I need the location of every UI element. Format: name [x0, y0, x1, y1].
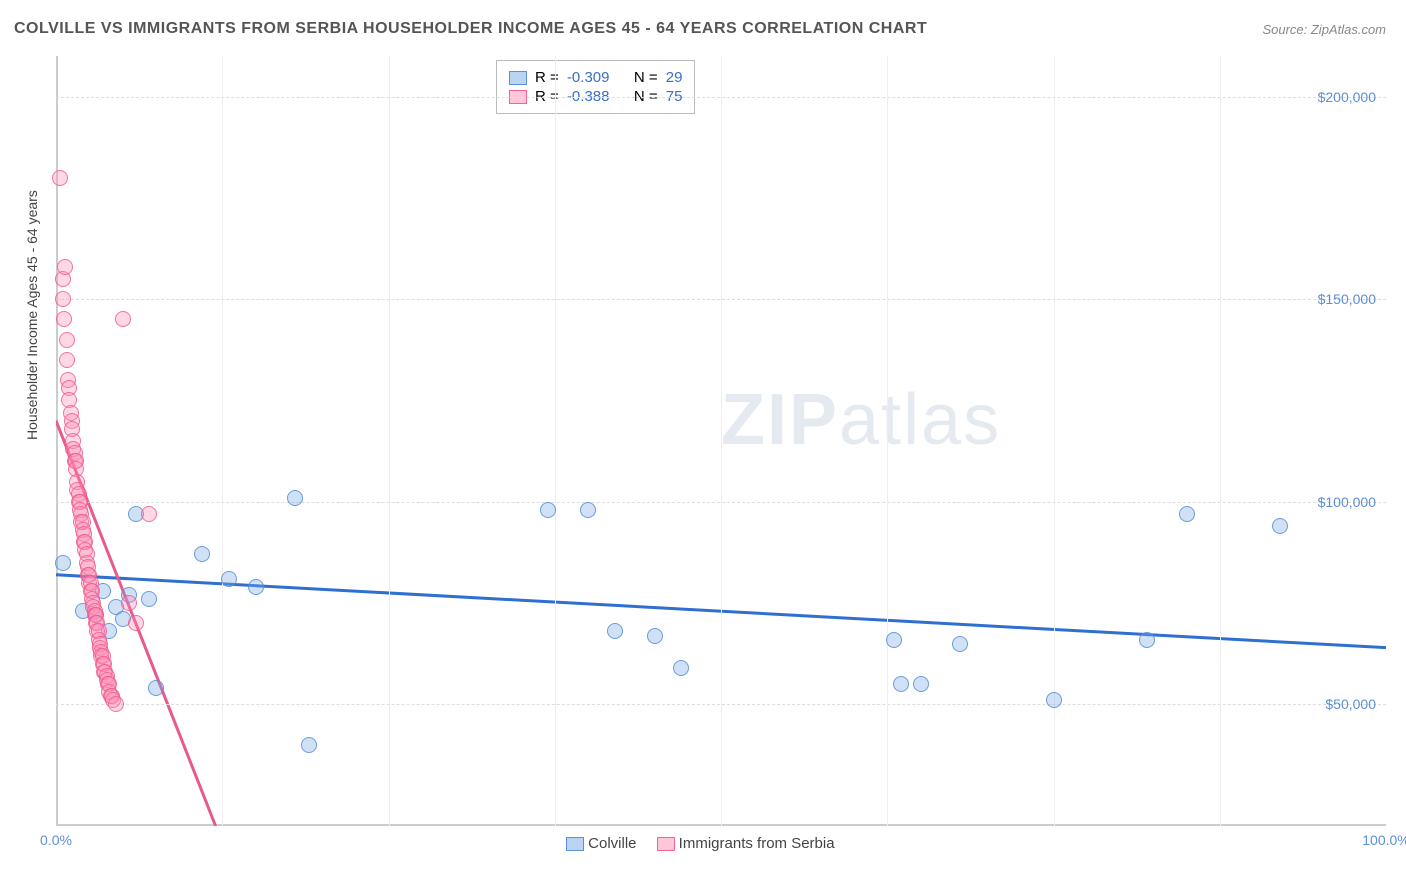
data-point [121, 595, 137, 611]
gridline-v [1054, 56, 1055, 826]
gridline-v [721, 56, 722, 826]
data-point [148, 680, 164, 696]
x-tick-label: 0.0% [40, 832, 72, 848]
data-point [55, 291, 71, 307]
source-attribution: Source: ZipAtlas.com [1262, 22, 1386, 37]
data-point [886, 632, 902, 648]
data-point [1179, 506, 1195, 522]
data-point [647, 628, 663, 644]
data-point [1272, 518, 1288, 534]
legend-swatch [657, 837, 675, 851]
data-point [952, 636, 968, 652]
y-tick-label: $200,000 [1318, 89, 1376, 105]
data-point [248, 579, 264, 595]
data-point [1046, 692, 1062, 708]
gridline-v [389, 56, 390, 826]
data-point [128, 615, 144, 631]
data-point [59, 332, 75, 348]
data-point [221, 571, 237, 587]
data-point [607, 623, 623, 639]
x-tick-label: 100.0% [1362, 832, 1406, 848]
gridline-v [1220, 56, 1221, 826]
legend-series: Colville [566, 835, 637, 852]
legend-series: Immigrants from Serbia [657, 835, 835, 852]
gridline-v [222, 56, 223, 826]
gridline-v [887, 56, 888, 826]
gridline-v [555, 56, 556, 826]
data-point [59, 352, 75, 368]
legend-swatch [566, 837, 584, 851]
series-legend: Colville Immigrants from Serbia [566, 835, 835, 852]
watermark: ZIPatlas [721, 379, 1001, 461]
data-point [55, 555, 71, 571]
legend-n-label: N = 29 [634, 69, 683, 86]
correlation-legend: R = -0.309 N = 29R = -0.388 N = 75 [496, 60, 695, 114]
legend-r-label: R = -0.309 [535, 69, 609, 86]
data-point [1139, 632, 1155, 648]
data-point [52, 170, 68, 186]
data-point [301, 737, 317, 753]
y-tick-label: $50,000 [1325, 696, 1376, 712]
legend-swatch [509, 71, 527, 85]
legend-row: R = -0.309 N = 29 [509, 69, 682, 86]
data-point [57, 259, 73, 275]
data-point [913, 676, 929, 692]
data-point [141, 591, 157, 607]
y-axis-label: Householder Income Ages 45 - 64 years [24, 190, 40, 440]
plot-area: ZIPatlas R = -0.309 N = 29R = -0.388 N =… [56, 56, 1386, 826]
data-point [115, 311, 131, 327]
data-point [108, 696, 124, 712]
y-tick-label: $100,000 [1318, 494, 1376, 510]
data-point [580, 502, 596, 518]
data-point [56, 311, 72, 327]
chart-title: COLVILLE VS IMMIGRANTS FROM SERBIA HOUSE… [14, 20, 927, 38]
data-point [287, 490, 303, 506]
data-point [893, 676, 909, 692]
data-point [540, 502, 556, 518]
data-point [141, 506, 157, 522]
y-tick-label: $150,000 [1318, 291, 1376, 307]
data-point [194, 546, 210, 562]
data-point [673, 660, 689, 676]
